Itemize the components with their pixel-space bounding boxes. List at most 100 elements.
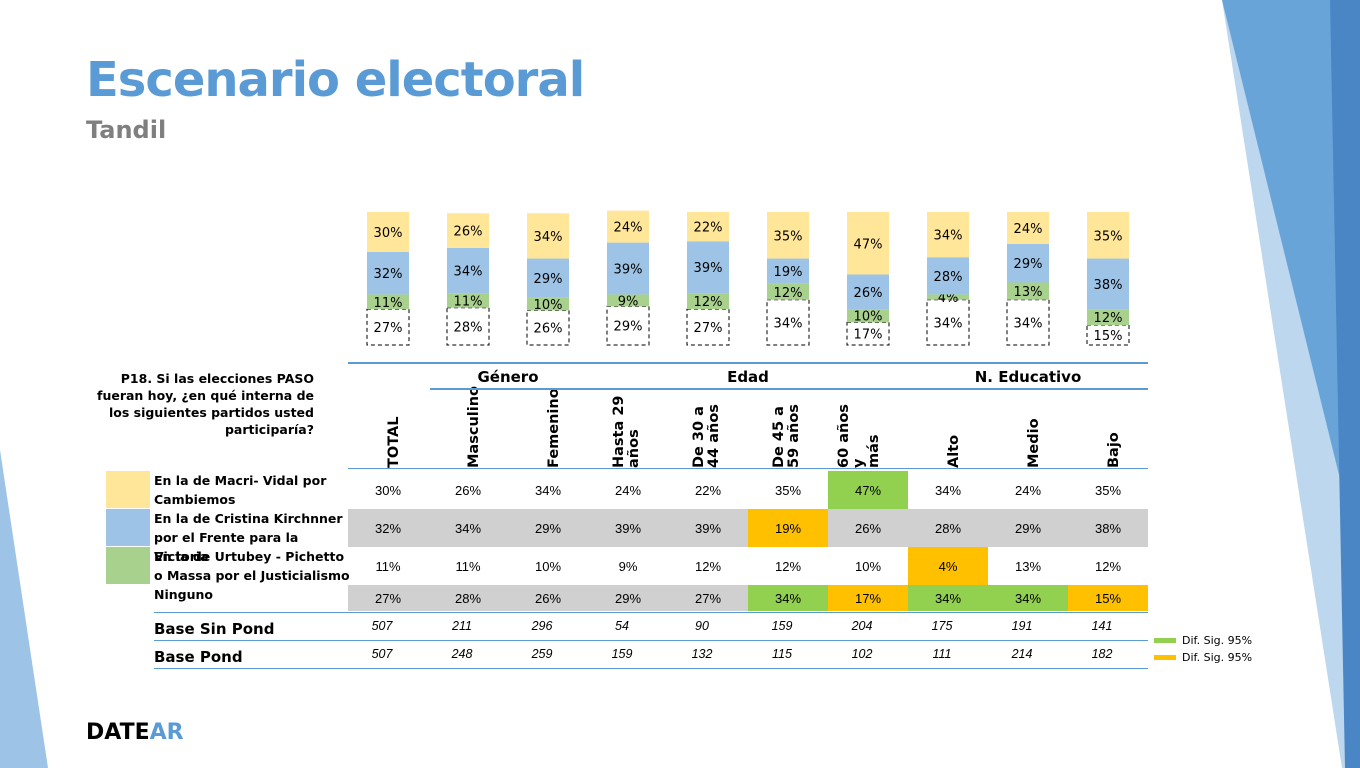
table-cell: 12% <box>1094 558 1122 574</box>
bar-data-label: 12% <box>1094 311 1123 326</box>
bar-data-label: 27% <box>694 321 723 336</box>
bar-segment <box>847 212 889 275</box>
bar-data-label: 35% <box>774 229 803 244</box>
base-cell: 102 <box>851 647 873 661</box>
table-cell: 26% <box>454 482 482 498</box>
table-cell: 28% <box>454 590 482 606</box>
table-cell: 32% <box>374 520 402 536</box>
base-cell: 204 <box>851 619 873 633</box>
divider-top <box>348 362 1148 364</box>
table-cell: 47% <box>828 471 908 509</box>
bar-segment <box>1087 309 1129 326</box>
divider-bases-mid <box>154 640 1148 641</box>
bar-data-label: 34% <box>1014 316 1043 331</box>
bar-data-label: 10% <box>854 310 883 325</box>
table-cell: 17% <box>828 585 908 611</box>
column-header: De 45 a 59 años <box>748 394 828 468</box>
base-cell: 159 <box>771 619 793 633</box>
right-stripe-dark <box>1330 0 1360 768</box>
column-header: TOTAL <box>348 394 428 468</box>
table-cell: 30% <box>374 482 402 498</box>
bar-segment <box>447 247 489 294</box>
column-header-label: De 30 a 44 años <box>691 404 722 468</box>
legend-swatch <box>1154 655 1176 660</box>
bar-segment <box>686 308 730 346</box>
table-cell: 4% <box>908 547 988 585</box>
bar-data-label: 22% <box>694 221 723 236</box>
table-cell: 34% <box>534 482 562 498</box>
table-cell: 29% <box>1014 520 1042 536</box>
base-cell: 182 <box>1091 647 1113 661</box>
row-color-swatch <box>106 547 150 584</box>
column-header: Alto <box>908 394 988 468</box>
base-cell: 211 <box>452 619 472 633</box>
bar-data-label: 12% <box>774 286 803 301</box>
divider-header-bottom <box>348 468 1148 469</box>
bar-segment <box>1087 258 1129 310</box>
base-cell: 296 <box>531 619 553 633</box>
bar-segment <box>607 210 649 243</box>
bar-data-label: 29% <box>534 272 563 287</box>
column-header: Medio <box>988 394 1068 468</box>
table-cell: 39% <box>694 520 722 536</box>
bar-data-label: 39% <box>694 261 723 276</box>
bar-segment <box>527 258 569 298</box>
table-cell: 29% <box>534 520 562 536</box>
bar-data-label: 29% <box>1014 257 1043 272</box>
column-header-label: De 45 a 59 años <box>771 404 802 468</box>
bar-segment <box>1007 282 1049 300</box>
bar-segment <box>1087 212 1129 259</box>
base-cell: 214 <box>1011 647 1033 661</box>
bar-data-label: 27% <box>374 321 403 336</box>
bar-data-label: 12% <box>694 295 723 310</box>
table-cell: 34% <box>934 482 962 498</box>
table-cell: 19% <box>748 509 828 547</box>
bar-data-label: 39% <box>614 263 643 278</box>
bar-data-label: 35% <box>1094 229 1123 244</box>
divider-bases-bottom <box>154 668 1148 669</box>
bar-data-label: 11% <box>454 294 483 309</box>
group-header: N. Educativo <box>974 368 1082 386</box>
bar-data-label: 28% <box>934 270 963 285</box>
bar-data-label: 29% <box>614 320 643 335</box>
bar-data-label: 26% <box>454 225 483 240</box>
bar-segment <box>687 212 729 242</box>
base-cell: 248 <box>451 647 473 661</box>
base-cell: 90 <box>695 619 709 633</box>
base-cell: 259 <box>531 647 553 661</box>
base-cell: 111 <box>932 647 952 661</box>
divider-bases-top <box>154 612 1148 613</box>
legend-item: Dif. Sig. 95% <box>1154 651 1252 664</box>
base-cell: 141 <box>1091 619 1113 633</box>
bar-data-label: 34% <box>454 265 483 280</box>
table-cell: 13% <box>1014 558 1042 574</box>
bar-data-label: 34% <box>534 230 563 245</box>
bar-segment <box>367 251 409 295</box>
right-stripe-mid <box>1222 0 1360 560</box>
bar-segment <box>367 212 409 252</box>
column-header-label: TOTAL <box>386 416 402 468</box>
question-text: P18. Si las elecciones PASO fueran hoy, … <box>97 371 314 437</box>
bar-segment <box>847 274 889 310</box>
column-header-label: Femenino <box>546 388 562 468</box>
group-header: Edad <box>727 368 769 386</box>
table-cell: 35% <box>1094 482 1122 498</box>
table-cell: 34% <box>748 585 828 611</box>
row-label: En la de Macri- Vidal por Cambiemos <box>154 473 327 507</box>
base-label: Base Pond <box>154 648 243 666</box>
column-header-label: Masculino <box>466 386 482 468</box>
base-cell: 507 <box>371 619 393 633</box>
bar-data-label: 9% <box>618 294 639 309</box>
table-cell: 15% <box>1068 585 1148 611</box>
bar-data-label: 24% <box>614 221 643 236</box>
bar-segment <box>767 212 809 259</box>
table-row: 30% 26% 34% 24% 22% 35% 47% 34% 24% 35% <box>348 471 1148 509</box>
table-row: 11% 11% 10% 9% 12% 12% 10% 4% 13% 12% <box>348 547 1148 585</box>
bar-segment <box>447 213 489 248</box>
table-cell: 24% <box>1014 482 1042 498</box>
bar-segment <box>767 258 809 284</box>
bar-segment <box>1007 243 1049 283</box>
table-cell: 27% <box>694 590 722 606</box>
bar-data-label: 28% <box>454 320 483 335</box>
